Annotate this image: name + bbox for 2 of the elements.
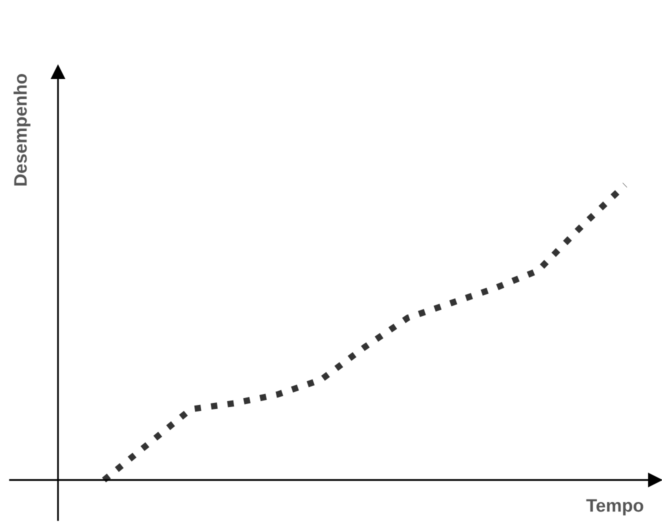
x-axis-title: Tempo: [586, 499, 644, 516]
y-axis-title: Desempenho: [14, 74, 30, 186]
